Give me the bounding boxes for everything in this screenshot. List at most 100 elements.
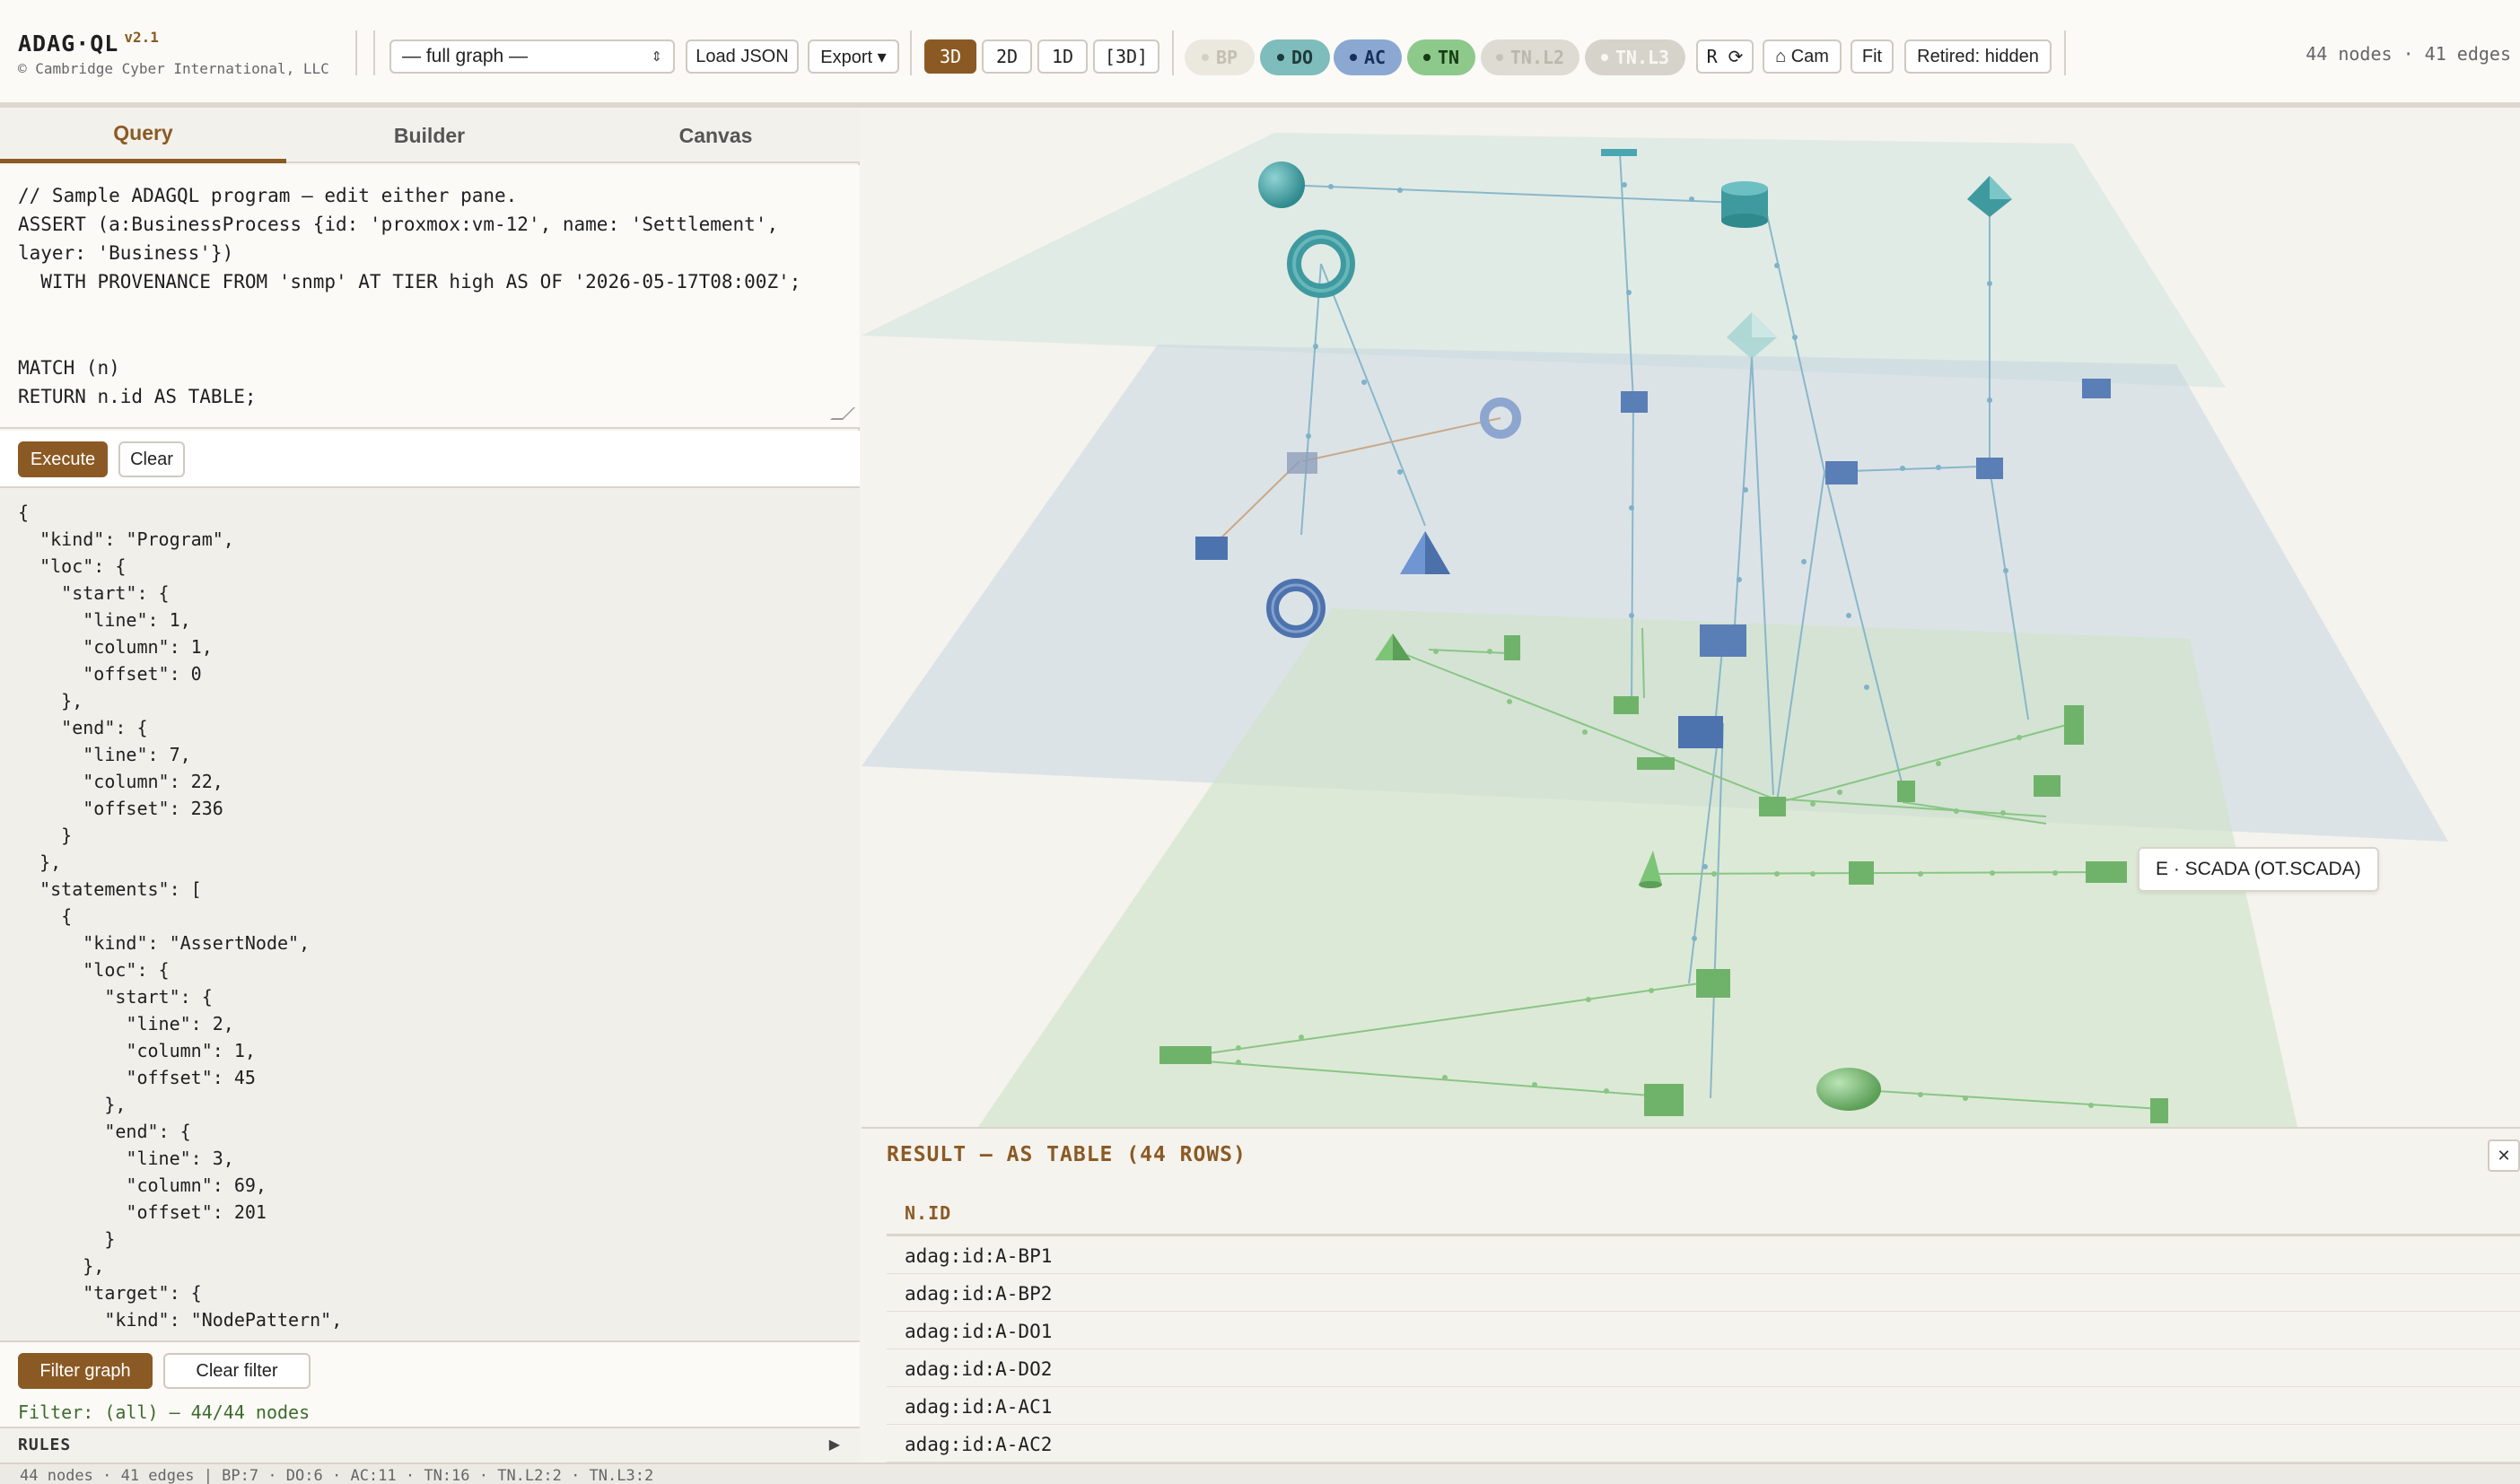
result-panel: RESULT — AS TABLE (44 ROWS) ✕ N.ID adag:…: [862, 1127, 2520, 1462]
filter-graph-button[interactable]: Filter graph: [18, 1353, 153, 1389]
layer-toggle-bp[interactable]: BP: [1185, 39, 1255, 75]
view-1d-button[interactable]: 1D: [1037, 39, 1088, 74]
node-pyramid[interactable]: [1400, 531, 1450, 574]
left-tabs: Query Builder Canvas: [0, 108, 860, 163]
edge-markers: [1306, 182, 2008, 941]
graph-stats: 44 nodes · 41 edges: [2306, 43, 2511, 65]
node-slab[interactable]: [1159, 1046, 1212, 1064]
expand-caret-icon: ▶: [828, 1437, 840, 1453]
graph-scene[interactable]: [862, 113, 2520, 1127]
node-cylinder[interactable]: [1721, 181, 1768, 228]
layer-dot-icon: [1201, 54, 1209, 61]
node-cube-faded[interactable]: [1287, 452, 1317, 474]
layer-toggle-tn-l3[interactable]: TN.L3: [1585, 39, 1685, 75]
layer-dot-icon: [1495, 54, 1503, 61]
node-box[interactable]: [1644, 1084, 1684, 1116]
layer-plane-do: [862, 133, 2226, 388]
graph-select-value: — full graph —: [402, 46, 529, 66]
tab-builder[interactable]: Builder: [393, 123, 466, 147]
node-box[interactable]: [1504, 635, 1520, 660]
reset-button[interactable]: R ⟳: [1696, 39, 1754, 74]
layer-label: TN: [1437, 47, 1460, 68]
node-disc[interactable]: [1816, 1068, 1881, 1111]
node-box[interactable]: [2150, 1098, 2168, 1123]
node-octahedron-faded[interactable]: [1727, 312, 1777, 359]
node-box[interactable]: [1897, 781, 1915, 802]
camera-home-button[interactable]: ⌂ Cam: [1763, 39, 1842, 74]
node-cube[interactable]: [1700, 624, 1746, 657]
layer-dot-icon: [1276, 54, 1284, 61]
clear-filter-button[interactable]: Clear filter: [163, 1353, 311, 1389]
node-octahedron[interactable]: [1967, 176, 2012, 217]
node-pyramid[interactable]: [1375, 633, 1411, 660]
node-cone[interactable]: [1639, 851, 1662, 888]
node-torus-small[interactable]: [1480, 397, 1521, 439]
execute-button[interactable]: Execute: [18, 441, 108, 477]
table-row[interactable]: adag:id:A-AC1: [887, 1387, 2520, 1425]
node-torus[interactable]: [1287, 230, 1355, 298]
node-cube[interactable]: [1621, 391, 1648, 413]
result-title: RESULT — AS TABLE (44 ROWS): [887, 1143, 1247, 1166]
layer-plane-tn: [978, 608, 2297, 1127]
node-box[interactable]: [1696, 969, 1730, 998]
app-title: ADAG·QL: [18, 31, 119, 57]
node-cube[interactable]: [1195, 537, 1228, 560]
layer-label: AC: [1363, 47, 1387, 68]
node-box[interactable]: [1759, 797, 1786, 816]
node-sphere[interactable]: [1258, 161, 1305, 208]
node-tall-box[interactable]: [2064, 705, 2084, 745]
table-row[interactable]: adag:id:A-DO1: [887, 1312, 2520, 1349]
layer-toggle-do[interactable]: DO: [1260, 39, 1330, 75]
tab-query[interactable]: Query: [0, 108, 286, 163]
app-version: v2.1: [124, 29, 159, 46]
clear-button[interactable]: Clear: [118, 441, 185, 477]
layer-toggle-ac[interactable]: AC: [1334, 39, 1402, 75]
retired-toggle-button[interactable]: Retired: hidden: [1904, 39, 2052, 74]
node-box[interactable]: [1614, 696, 1639, 714]
result-table: N.ID adag:id:A-BP1 adag:id:A-BP2 adag:id…: [887, 1186, 2520, 1462]
node-cube[interactable]: [1678, 716, 1723, 748]
export-button[interactable]: Export ▾: [808, 39, 899, 74]
query-editor[interactable]: // Sample ADAGQL program — edit either p…: [0, 165, 860, 429]
node-torus[interactable]: [1266, 579, 1326, 638]
node-box[interactable]: [2034, 775, 2061, 797]
toolbar-divider: [355, 31, 357, 75]
fit-button[interactable]: Fit: [1851, 39, 1894, 74]
view-2d-button[interactable]: 2D: [982, 39, 1032, 74]
view-3d-stereo-button[interactable]: [3D]: [1093, 39, 1159, 74]
toolbar-divider: [1172, 31, 1174, 75]
table-row[interactable]: adag:id:A-BP1: [887, 1236, 2520, 1274]
execute-bar: Execute Clear: [0, 431, 860, 488]
app-copyright: © Cambridge Cyber International, LLC: [18, 60, 329, 77]
edges-cross: [1212, 417, 1501, 546]
node-box[interactable]: [1849, 861, 1874, 885]
layer-label: TN.L2: [1509, 47, 1565, 68]
graph-canvas[interactable]: E · SCADA (OT.SCADA): [862, 113, 2520, 1127]
ast-output: { "kind": "Program", "loc": { "start": {…: [0, 488, 860, 1340]
load-json-button[interactable]: Load JSON: [686, 39, 799, 74]
node-slab[interactable]: [1637, 757, 1675, 770]
close-icon[interactable]: ✕: [2488, 1139, 2520, 1172]
node-slab[interactable]: [2086, 861, 2127, 883]
table-row[interactable]: adag:id:A-BP2: [887, 1274, 2520, 1312]
node-cube[interactable]: [1825, 461, 1858, 484]
toolbar-divider: [373, 31, 375, 75]
rules-section[interactable]: RULES ▶: [0, 1427, 860, 1462]
node-cube[interactable]: [2082, 379, 2111, 398]
layer-label: DO: [1291, 47, 1314, 68]
layer-toggle-tn[interactable]: TN: [1407, 39, 1475, 75]
node-tooltip: E · SCADA (OT.SCADA): [2138, 847, 2379, 892]
node-cube[interactable]: [1976, 458, 2003, 479]
table-row[interactable]: adag:id:A-AC2: [887, 1425, 2520, 1462]
layer-toggle-tn-l2[interactable]: TN.L2: [1481, 39, 1579, 75]
tab-canvas[interactable]: Canvas: [678, 123, 753, 147]
status-bar: 44 nodes · 41 edges | BP:7 · DO:6 · AC:1…: [0, 1462, 2520, 1484]
node-flat-slab[interactable]: [1601, 149, 1637, 156]
table-row[interactable]: adag:id:A-DO2: [887, 1349, 2520, 1387]
result-column-header[interactable]: N.ID: [887, 1186, 2520, 1236]
select-chevron-icon: ⇕: [651, 49, 662, 65]
left-panel: Query Builder Canvas // Sample ADAGQL pr…: [0, 108, 860, 1462]
graph-select[interactable]: — full graph — ⇕: [389, 39, 675, 74]
layer-dot-icon: [1600, 54, 1608, 61]
view-3d-button[interactable]: 3D: [924, 39, 976, 74]
